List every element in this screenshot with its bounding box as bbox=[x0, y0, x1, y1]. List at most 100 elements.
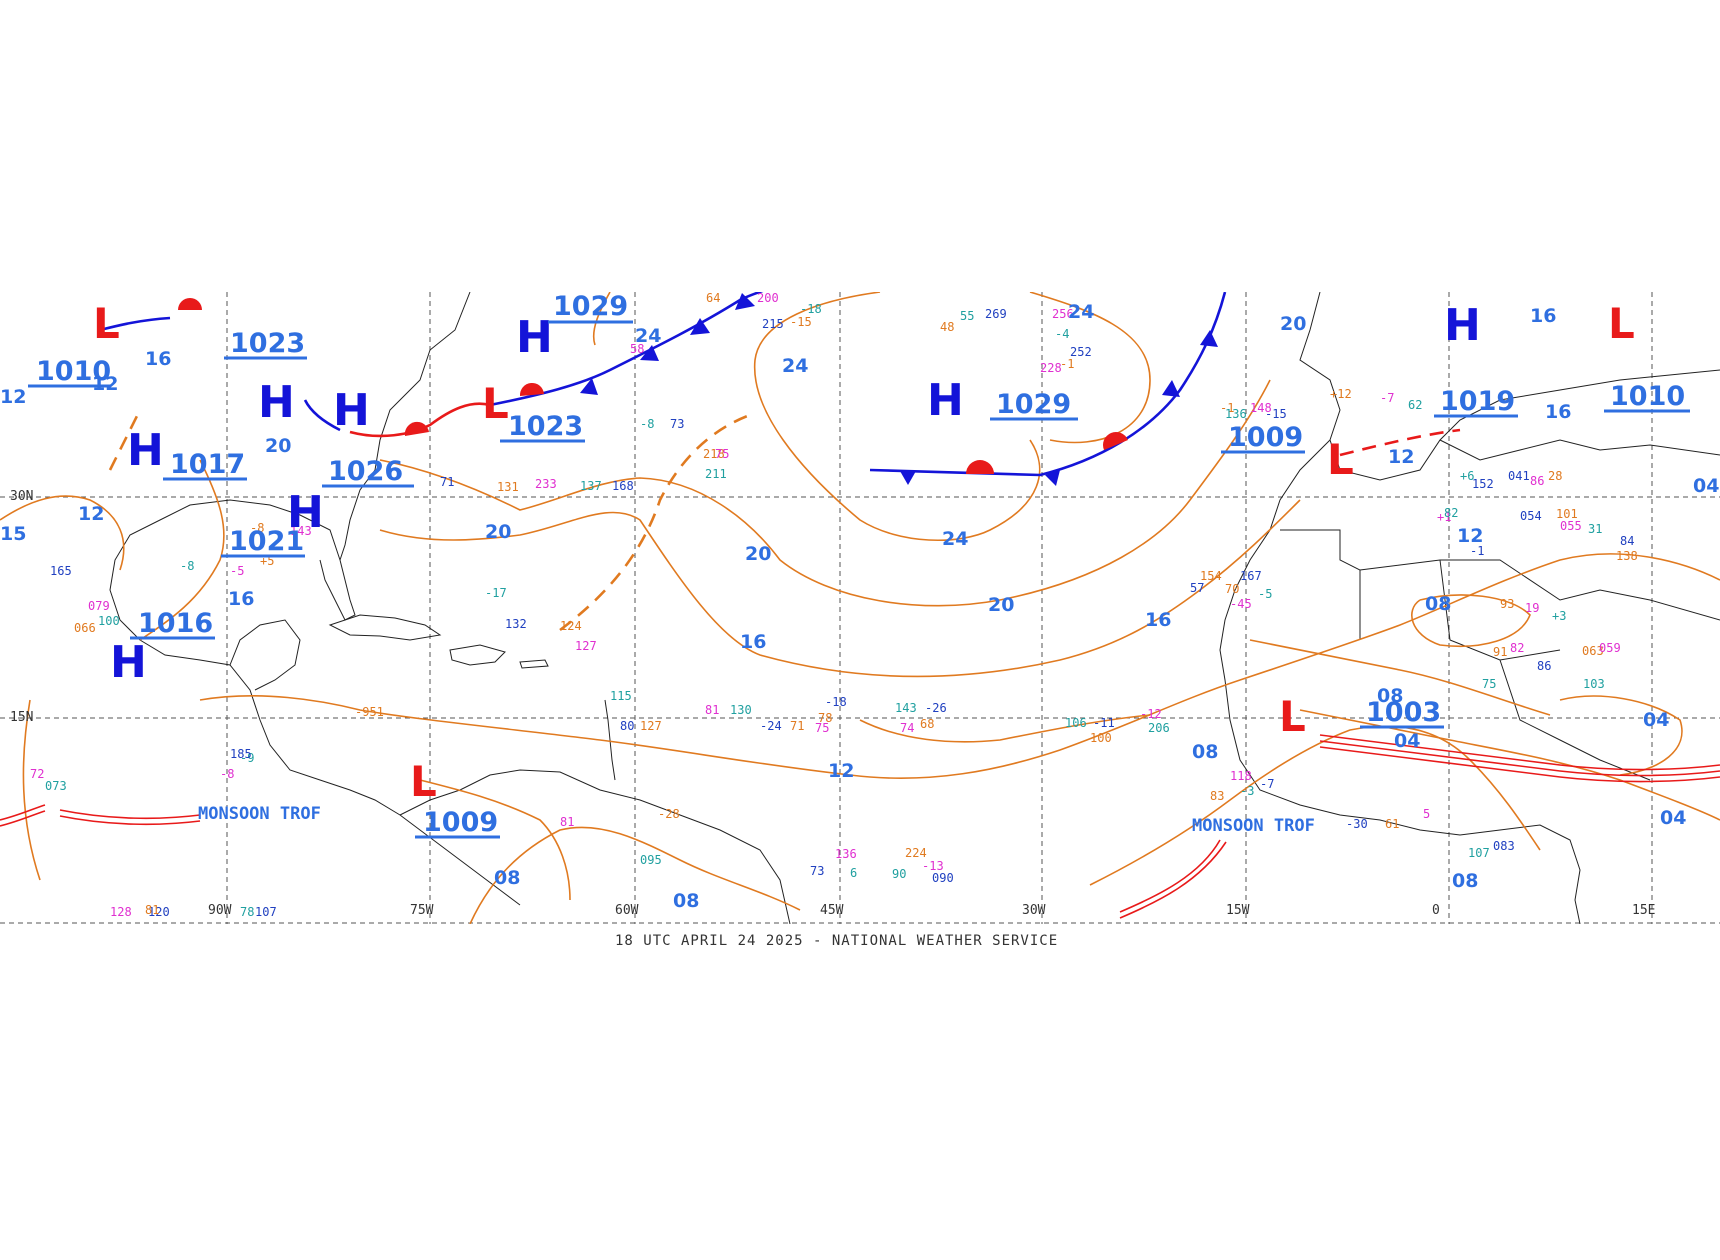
low-symbol: L bbox=[1279, 692, 1306, 741]
observation-value: 143 bbox=[290, 524, 312, 538]
map-caption: 18 UTC APRIL 24 2025 - NATIONAL WEATHER … bbox=[615, 933, 1058, 949]
observation-value: -15 bbox=[790, 315, 812, 329]
fronts bbox=[99, 292, 1227, 486]
high-symbol: H bbox=[927, 375, 964, 426]
lon-label-30w: 30W bbox=[1022, 903, 1046, 918]
low-center: L bbox=[1608, 299, 1635, 348]
observation-value: 78 bbox=[240, 905, 254, 919]
lesser-antilles bbox=[604, 699, 616, 781]
isobar-08-west bbox=[469, 826, 801, 924]
low-center: L 1010 bbox=[28, 299, 120, 388]
cold-front-tooth bbox=[1162, 380, 1180, 397]
isobar-label: 16 bbox=[145, 348, 171, 370]
observation-value: 090 bbox=[932, 871, 954, 885]
observation-value: 063 bbox=[1582, 644, 1604, 658]
monsoon-trough-africa-b bbox=[1319, 740, 1720, 777]
observation-value: 82 bbox=[1444, 506, 1458, 520]
observation-value: 19 bbox=[1525, 601, 1539, 615]
cold-front-tooth bbox=[640, 345, 659, 361]
high-center: H 1016 bbox=[110, 608, 215, 688]
high-center: H 1029 bbox=[516, 291, 633, 363]
observation-value: 055 bbox=[1560, 519, 1582, 533]
cold-front-tooth bbox=[1045, 470, 1060, 486]
observation-value: 152 bbox=[1472, 477, 1494, 491]
isobar-12 bbox=[199, 553, 1720, 779]
high-pressure-value: 1021 bbox=[229, 526, 304, 557]
observation-value: 073 bbox=[45, 779, 67, 793]
observation-value: 127 bbox=[640, 719, 662, 733]
monsoon-trough-africa-a bbox=[1319, 734, 1720, 771]
hispaniola bbox=[449, 644, 506, 666]
observation-value: 211 bbox=[705, 467, 727, 481]
observation-value: -4 bbox=[1055, 327, 1069, 341]
observation-value: -30 bbox=[1346, 817, 1368, 831]
observation-value: 80 bbox=[620, 719, 634, 733]
observation-value: -951 bbox=[355, 705, 384, 719]
isobar-label: 16 bbox=[1145, 609, 1171, 631]
observation-value: 58 bbox=[630, 342, 644, 356]
observation-value: +3 bbox=[1552, 609, 1566, 623]
isobar-label: 16 bbox=[740, 631, 766, 653]
high-pressure-value: 1029 bbox=[996, 389, 1071, 420]
monsoon-trough-west-d bbox=[59, 815, 201, 826]
lon-label-90w: 90W bbox=[208, 903, 232, 918]
observation-value: 041 bbox=[1508, 469, 1530, 483]
isobar-16 bbox=[379, 499, 1301, 678]
observation-value: 100 bbox=[98, 614, 120, 628]
lon-label-0: 0 bbox=[1432, 903, 1440, 918]
observation-value: -8 bbox=[180, 559, 194, 573]
isobar-label: 20 bbox=[1280, 313, 1306, 335]
isobar-label: 24 bbox=[782, 355, 808, 377]
observation-value: -12 bbox=[1140, 707, 1162, 721]
observation-value: 75 bbox=[815, 721, 829, 735]
lon-label-15e: 15E bbox=[1632, 903, 1655, 918]
isobar-24-center bbox=[753, 292, 1041, 542]
observation-value: -18 bbox=[800, 302, 822, 316]
cold-front-main bbox=[489, 292, 764, 407]
observation-value: 136 bbox=[835, 847, 857, 861]
lon-label-75w: 75W bbox=[410, 903, 434, 918]
warm-front-bump bbox=[519, 382, 544, 396]
observation-value: 83 bbox=[1210, 789, 1224, 803]
observation-value: 059 bbox=[1599, 641, 1621, 655]
high-pressure-value: 1029 bbox=[553, 291, 628, 322]
lat-label-30n: 30N bbox=[10, 489, 33, 504]
low-pressure-value: 1010 bbox=[36, 356, 111, 387]
monsoon-trough-label: MONSOON TROF bbox=[198, 804, 321, 824]
isobar-label: 12 bbox=[1457, 525, 1483, 547]
observation-value: 5 bbox=[1423, 807, 1430, 821]
observation-value: 62 bbox=[1408, 398, 1422, 412]
isobar-24-east bbox=[1029, 292, 1151, 444]
observation-value: 120 bbox=[148, 905, 170, 919]
coastlines bbox=[109, 292, 1720, 924]
observation-value: 61 bbox=[1385, 817, 1399, 831]
high-pressure-value: 1019 bbox=[1440, 386, 1515, 417]
observation-value: -11 bbox=[1093, 716, 1115, 730]
monsoon-trough-east-a bbox=[1119, 839, 1221, 913]
low-symbol: L bbox=[93, 299, 120, 348]
troughs-dashed bbox=[108, 409, 751, 632]
high-symbol: H bbox=[127, 425, 164, 476]
warm-front-bump bbox=[178, 298, 202, 310]
isobar-label: 16 bbox=[228, 588, 254, 610]
isobar-label: 24 bbox=[942, 528, 968, 550]
high-center: 1021 bbox=[221, 526, 305, 558]
observation-value: 93 bbox=[1500, 597, 1514, 611]
observation-value: 138 bbox=[1616, 549, 1638, 563]
observation-value: -26 bbox=[925, 701, 947, 715]
observation-value: 165 bbox=[50, 564, 72, 578]
monsoon-trough-africa-c bbox=[1319, 746, 1720, 783]
trough-atlantic-west bbox=[559, 413, 751, 632]
observation-value: -5 bbox=[230, 564, 244, 578]
isobar-label: 08 bbox=[1452, 870, 1478, 892]
isobar-label: 12 bbox=[828, 760, 854, 782]
observation-value: 130 bbox=[730, 703, 752, 717]
lon-label-45w: 45W bbox=[820, 903, 844, 918]
observation-value: 86 bbox=[1530, 474, 1544, 488]
cold-front-center bbox=[869, 292, 1227, 477]
isobar-label: 12 bbox=[0, 386, 26, 408]
observation-value: +12 bbox=[1330, 387, 1352, 401]
high-pressure-value: 1023 bbox=[230, 328, 305, 359]
observation-value: 128 bbox=[110, 905, 132, 919]
